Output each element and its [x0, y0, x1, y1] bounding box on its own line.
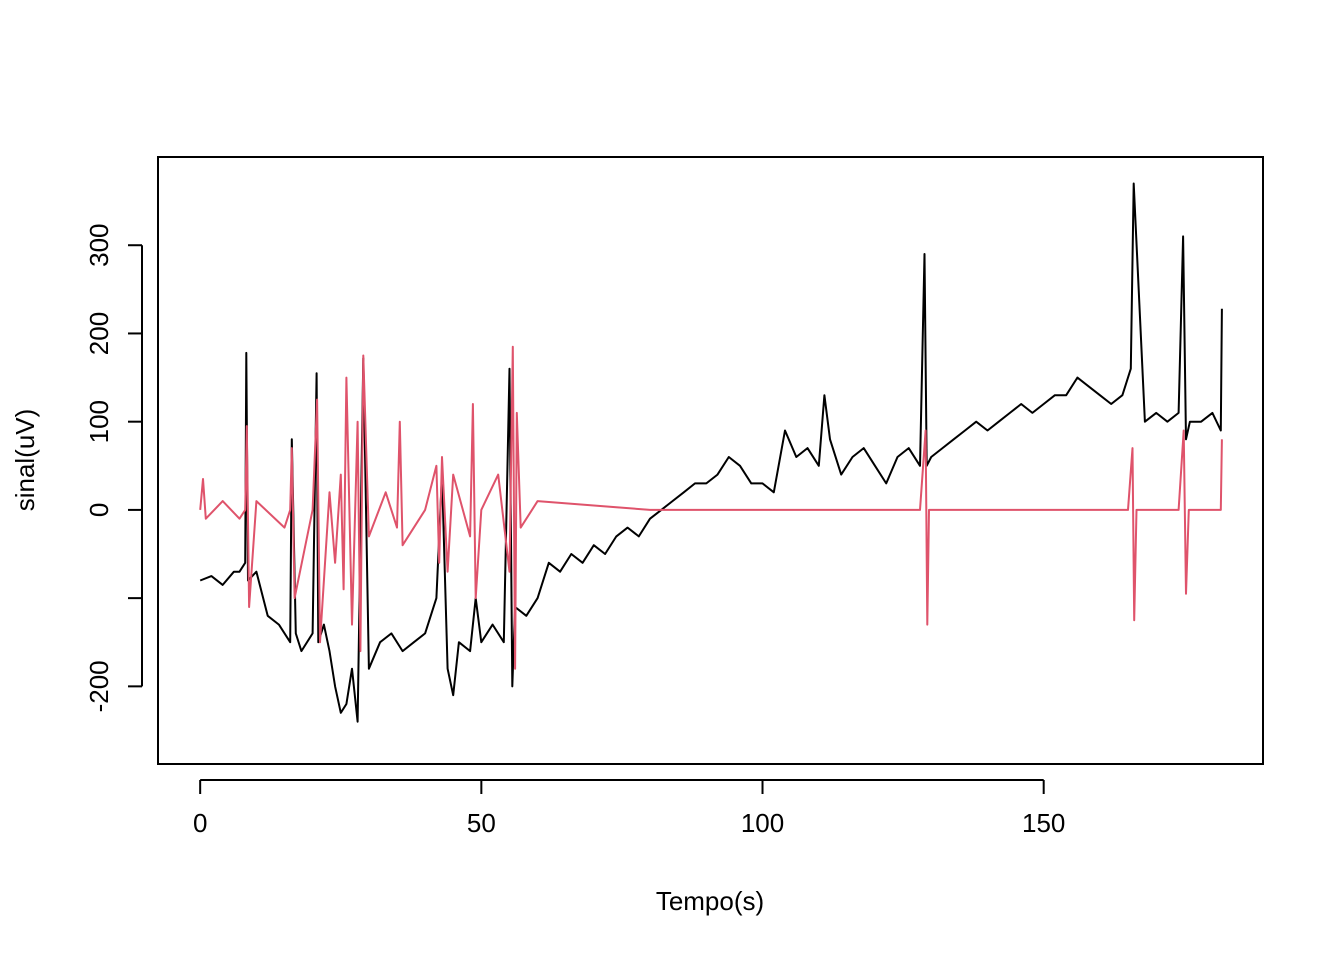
y-tick-label: 100: [84, 400, 114, 443]
series-layer: [199, 182, 1223, 723]
y-axis-title: sinal(uV): [10, 409, 40, 512]
x-tick-label: 100: [741, 808, 784, 838]
y-tick-label: 300: [84, 224, 114, 267]
y-axis: -200 0 100 200 300: [84, 224, 143, 712]
plot-frame: [157, 156, 1264, 765]
x-axis-title: Tempo(s): [656, 886, 764, 916]
y-tick-label: 0: [84, 503, 114, 517]
y-tick-label: 200: [84, 312, 114, 355]
series-line-1: [199, 182, 1223, 723]
x-tick-label: 150: [1022, 808, 1065, 838]
y-tick-label: -200: [84, 660, 114, 712]
x-tick-label: 0: [193, 808, 207, 838]
x-tick-label: 50: [467, 808, 496, 838]
series-line-2: [199, 345, 1223, 670]
x-axis: 0 50 100 150: [193, 779, 1065, 838]
